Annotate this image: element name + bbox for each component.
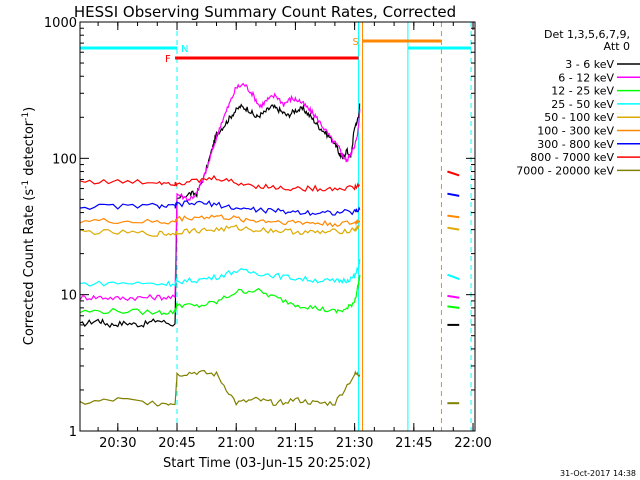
x-tick-label-21-15: 21:15 — [277, 436, 314, 451]
legend-header-2: Att 0 — [604, 40, 630, 53]
y-tick-label-1000: 1000 — [44, 16, 77, 31]
y-axis-label-end: ) — [22, 107, 37, 112]
series-line-100-300-kev — [80, 214, 361, 228]
series-line-7000-20000-kev — [80, 369, 361, 407]
series-post-6-12-kev — [447, 294, 460, 299]
series-line-800-7000-kev — [80, 174, 361, 192]
series-line-12-25-kev — [80, 274, 361, 316]
x-tick-label-21-00: 21:00 — [217, 436, 254, 451]
series-post-25-50-kev — [447, 273, 460, 281]
y-axis-label-main: Corrected Count Rate (s — [22, 189, 37, 346]
legend-label-300-800-kev: 300 - 800 keV — [537, 138, 614, 151]
x-axis-label: Start Time (03-Jun-15 20:25:02) — [163, 456, 371, 471]
series-post-300-800-kev — [447, 192, 460, 197]
y-axis-label: Corrected Count Rate (s-1 detector-1) — [21, 107, 37, 345]
plot-frame — [79, 21, 476, 432]
series-post-50-100-kev — [447, 226, 460, 231]
legend-label-12-25-kev: 12 - 25 keV — [551, 85, 614, 98]
y-tick-label-100: 100 — [52, 152, 77, 167]
y-tick-label-10: 10 — [60, 289, 77, 304]
series-lines — [79, 82, 460, 407]
legend-label-25-50-kev: 25 - 50 keV — [551, 98, 614, 111]
legend-label-800-7000-kev: 800 - 7000 keV — [530, 151, 614, 164]
series-post-100-300-kev — [447, 214, 460, 219]
legend-header-1: Det 1,3,5,6,7,9, — [544, 28, 630, 41]
legend-label-3-6-kev: 3 - 6 keV — [565, 58, 614, 71]
footer-timestamp: 31-Oct-2017 14:38 — [560, 469, 636, 478]
series-line-6-12-kev — [79, 82, 361, 302]
y-axis-label-mid: detector — [22, 120, 37, 180]
legend-label-7000-20000-kev: 7000 - 20000 keV — [516, 164, 614, 177]
legend-label-100-300-kev: 100 - 300 keV — [537, 125, 614, 138]
legend-label-50-100-kev: 50 - 100 keV — [544, 111, 614, 124]
x-tick-label-21-45: 21:45 — [395, 436, 432, 451]
y-axis-label-sup1: -1 — [21, 180, 31, 189]
chart-title: HESSI Observing Summary Count Rates, Cor… — [74, 3, 456, 21]
series-post-800-7000-kev — [447, 170, 460, 177]
x-tick-label-20-45: 20:45 — [158, 436, 195, 451]
x-tick-label-21-30: 21:30 — [336, 436, 373, 451]
status-flag-S: S — [353, 37, 359, 48]
y-tick-label-1: 1 — [69, 425, 77, 440]
svg-text:Corrected Count Rate (s-1 dete: Corrected Count Rate (s-1 detector-1) — [21, 107, 37, 345]
x-tick-label-22-00: 22:00 — [454, 436, 491, 451]
series-line-50-100-kev — [80, 224, 360, 238]
status-bars: NF S — [80, 37, 472, 65]
series-line-3-6-kev — [80, 103, 361, 329]
series-line-25-50-kev — [80, 258, 361, 288]
legend-label-6-12-kev: 6 - 12 keV — [558, 71, 614, 84]
status-flag-F: F — [165, 54, 171, 65]
y-axis-label-sup2: -1 — [21, 112, 31, 121]
plot-area — [80, 22, 475, 431]
status-flag-N: N — [181, 44, 188, 55]
series-line-300-800-kev — [80, 200, 361, 216]
axes: 20:30 20:45 21:00 21:15 21:30 21:45 22:00 1 10 10… — [44, 16, 492, 451]
x-tick-label-20-30: 20:30 — [99, 436, 136, 451]
series-post-12-25-kev — [447, 305, 460, 309]
